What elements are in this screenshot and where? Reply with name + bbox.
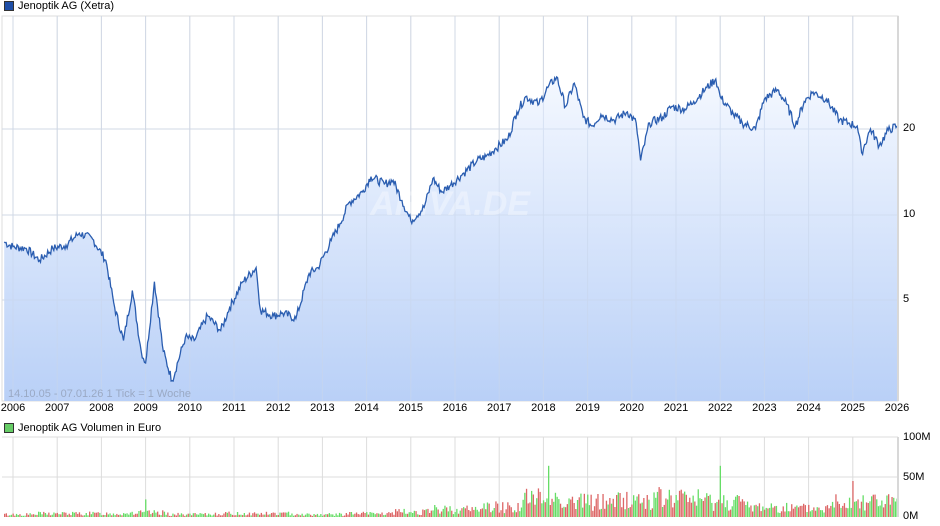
x-tick-2007: 2007 bbox=[44, 402, 70, 414]
volume-legend-label: Jenoptik AG Volumen in Euro bbox=[18, 422, 162, 434]
price-area-fill bbox=[4, 76, 897, 402]
price-ytick-5: 5 bbox=[903, 293, 910, 305]
volume-legend-swatch bbox=[4, 423, 14, 433]
price-legend: Jenoptik AG (Xetra) bbox=[4, 0, 114, 12]
x-tick-2008: 2008 bbox=[89, 402, 114, 414]
x-tick-2014: 2014 bbox=[354, 402, 379, 414]
x-tick-2018: 2018 bbox=[531, 402, 556, 414]
x-tick-2020: 2020 bbox=[619, 402, 645, 414]
volume-bars bbox=[4, 465, 898, 517]
price-legend-swatch bbox=[4, 1, 14, 11]
price-chart: ARIVA.DE bbox=[1, 15, 899, 402]
volume-ytick-100m: 100M bbox=[903, 431, 931, 443]
price-line bbox=[3, 75, 898, 382]
x-tick-2025: 2025 bbox=[840, 402, 866, 414]
watermark: ARIVA.DE bbox=[369, 185, 531, 223]
x-tick-2026: 2026 bbox=[884, 402, 910, 414]
volume-legend: Jenoptik AG Volumen in Euro bbox=[4, 422, 161, 434]
volume-plot-area bbox=[2, 437, 898, 517]
x-tick-2015: 2015 bbox=[398, 402, 424, 414]
x-tick-2006: 2006 bbox=[0, 402, 26, 414]
x-tick-2016: 2016 bbox=[442, 402, 468, 414]
x-tick-2010: 2010 bbox=[177, 402, 203, 414]
x-tick-2024: 2024 bbox=[796, 402, 821, 414]
x-tick-2009: 2009 bbox=[133, 402, 158, 414]
price-gridlines-overlay bbox=[2, 16, 898, 401]
volume-ytick-50m: 50M bbox=[903, 471, 925, 483]
volume-gridlines bbox=[2, 436, 898, 517]
x-tick-2017: 2017 bbox=[486, 402, 512, 414]
x-tick-2012: 2012 bbox=[265, 402, 291, 414]
volume-ytick-0m: 0M bbox=[903, 510, 919, 522]
x-tick-2021: 2021 bbox=[663, 402, 689, 414]
x-tick-2011: 2011 bbox=[222, 402, 246, 414]
price-ytick-10: 10 bbox=[903, 208, 916, 220]
x-tick-2013: 2013 bbox=[310, 402, 335, 414]
x-tick-2023: 2023 bbox=[752, 402, 777, 414]
price-legend-label: Jenoptik AG (Xetra) bbox=[18, 0, 114, 12]
range-note: 14.10.05 - 07.01.26 1 Tick = 1 Woche bbox=[8, 388, 191, 400]
x-tick-2019: 2019 bbox=[575, 402, 600, 414]
price-ytick-20: 20 bbox=[903, 122, 916, 134]
x-tick-2022: 2022 bbox=[707, 402, 733, 414]
